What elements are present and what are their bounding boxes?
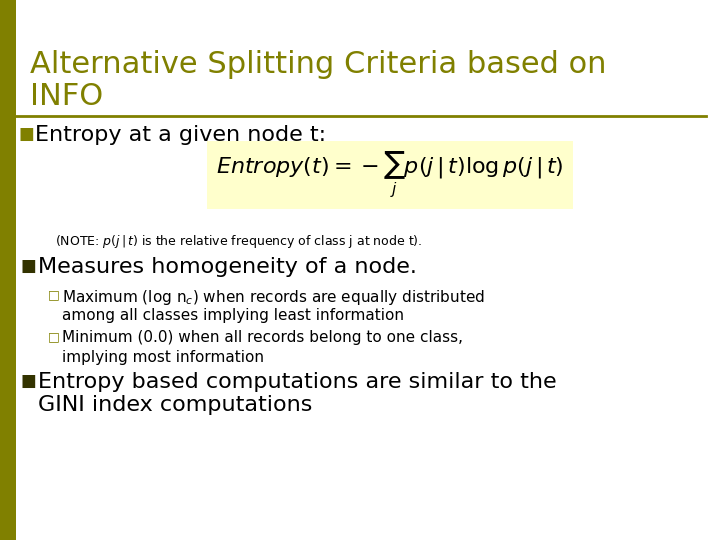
Bar [0,0,16,540]
Text: ■: ■ [18,125,34,143]
Text: GINI index computations: GINI index computations [38,395,312,415]
Text: Entropy at a given node t:: Entropy at a given node t: [35,125,326,145]
Text: Entropy based computations are similar to the: Entropy based computations are similar t… [38,372,557,392]
Text: ■: ■ [20,257,36,275]
Text: Alternative Splitting Criteria based on: Alternative Splitting Criteria based on [30,50,606,79]
Text: (NOTE: $p(j\,|\,t)$ is the relative frequency of class j at node t).: (NOTE: $p(j\,|\,t)$ is the relative freq… [55,233,423,250]
Text: Minimum (0.0) when all records belong to one class,: Minimum (0.0) when all records belong to… [62,330,463,345]
Text: □: □ [48,288,60,301]
Text: □: □ [48,330,60,343]
Text: INFO: INFO [30,82,103,111]
Text: implying most information: implying most information [62,350,264,365]
Text: ■: ■ [20,372,36,390]
Text: among all classes implying least information: among all classes implying least informa… [62,308,404,323]
Text: $\mathit{Entropy}(t) = -\sum_{j} p(j\,|\,t) \log p(j\,|\,t)$: $\mathit{Entropy}(t) = -\sum_{j} p(j\,|\… [216,150,564,200]
Text: Maximum (log n$_c$) when records are equally distributed: Maximum (log n$_c$) when records are equ… [62,288,485,307]
Text: Measures homogeneity of a node.: Measures homogeneity of a node. [38,257,417,277]
